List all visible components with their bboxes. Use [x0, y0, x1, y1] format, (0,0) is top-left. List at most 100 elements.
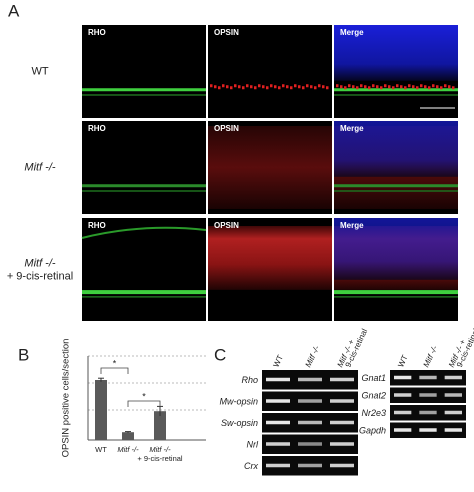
- red-dot: [326, 86, 329, 90]
- red-dot: [396, 84, 399, 88]
- red-dot: [262, 85, 265, 89]
- lane-label: Mitf -/-: [422, 344, 440, 369]
- blue-stain: [334, 218, 458, 280]
- gel-band: [266, 377, 290, 382]
- red-dot: [424, 85, 427, 89]
- green-layer: [82, 290, 206, 295]
- red-dot: [306, 84, 309, 88]
- column-label: Merge: [340, 124, 364, 133]
- row-label: Mitf -/-: [24, 257, 55, 269]
- gel-band: [419, 393, 437, 397]
- green-layer: [82, 296, 206, 298]
- green-layer: [82, 94, 206, 96]
- red-dot: [388, 85, 391, 89]
- red-dot: [428, 86, 431, 90]
- red-dot: [348, 84, 351, 88]
- red-dot: [258, 84, 261, 88]
- gel-band: [394, 410, 412, 415]
- panel-label: C: [214, 345, 226, 364]
- column-label: Merge: [340, 28, 364, 37]
- red-dot: [286, 85, 289, 89]
- x-tick-label: Mitf -/-: [117, 445, 139, 454]
- red-dot: [250, 85, 253, 89]
- red-dot: [444, 84, 447, 88]
- red-dot: [278, 86, 281, 90]
- green-layer: [334, 296, 458, 298]
- gel-band: [266, 463, 290, 468]
- x-tick-label: Mitf -/-: [149, 445, 171, 454]
- red-dot: [238, 85, 241, 89]
- gel-band: [298, 420, 322, 425]
- gel-band: [444, 410, 462, 415]
- bar: [95, 380, 107, 440]
- red-dot: [290, 86, 293, 90]
- column-label: RHO: [88, 221, 106, 230]
- red-dot: [432, 84, 435, 88]
- column-label: RHO: [88, 28, 106, 37]
- red-dot: [408, 84, 411, 88]
- gene-label: Crx: [244, 461, 258, 471]
- red-dot: [254, 86, 257, 90]
- error-bar: [98, 377, 104, 382]
- gel-band: [330, 399, 354, 403]
- red-dot: [242, 86, 245, 90]
- red-dot: [310, 85, 313, 89]
- red-dot: [322, 85, 325, 89]
- column-label: Merge: [340, 221, 364, 230]
- x-tick-label: WT: [95, 445, 107, 454]
- micrograph: [82, 121, 206, 214]
- red-dot: [416, 86, 419, 90]
- panel-label: B: [18, 345, 29, 364]
- micrograph: [82, 25, 206, 118]
- lane-label: Mitf -/-: [304, 344, 322, 369]
- gene-label: Sw-opsin: [221, 418, 258, 428]
- red-dot: [440, 86, 443, 90]
- red-dot: [282, 84, 285, 88]
- red-dot: [344, 86, 347, 90]
- gel-band: [444, 375, 462, 380]
- red-dot: [314, 86, 317, 90]
- gel-band: [394, 375, 412, 380]
- significance-bracket: [127, 400, 161, 407]
- green-layer: [82, 184, 206, 188]
- column-label: OPSIN: [214, 221, 239, 230]
- gene-label: Gapdh: [359, 426, 386, 436]
- red-dot: [274, 85, 277, 89]
- red-dot: [210, 84, 213, 88]
- gel-band: [330, 420, 354, 425]
- gel-band: [419, 410, 437, 415]
- green-layer: [334, 184, 458, 188]
- red-dot: [380, 86, 383, 90]
- gel-band: [394, 428, 412, 432]
- red-dot: [340, 85, 343, 89]
- red-dot: [412, 85, 415, 89]
- red-dot: [246, 84, 249, 88]
- green-layer: [82, 88, 206, 92]
- x-tick-label: + 9-cis-retinal: [137, 454, 183, 463]
- red-dot: [448, 85, 451, 89]
- column-label: RHO: [88, 124, 106, 133]
- gel-band: [266, 442, 290, 446]
- blue-stain: [334, 25, 458, 81]
- red-dot: [266, 86, 269, 90]
- row-label: + 9-cis-retinal: [7, 270, 73, 282]
- red-stain: [208, 126, 332, 209]
- gel-band: [298, 463, 322, 468]
- gel-band: [444, 393, 462, 397]
- red-dot: [318, 84, 321, 88]
- red-dot: [400, 85, 403, 89]
- gene-label: Nr2e3: [361, 408, 386, 418]
- error-bar: [125, 431, 131, 433]
- row-label: WT: [31, 65, 48, 77]
- bar: [154, 411, 166, 440]
- gel-band: [330, 377, 354, 382]
- red-dot: [452, 86, 455, 90]
- green-layer: [334, 88, 458, 92]
- micrograph: [208, 25, 332, 118]
- gel-band: [330, 463, 354, 468]
- row-label: Mitf -/-: [24, 161, 55, 173]
- significance-mark: *: [113, 358, 117, 368]
- gene-label: Mw-opsin: [219, 397, 258, 407]
- gel-band: [266, 420, 290, 425]
